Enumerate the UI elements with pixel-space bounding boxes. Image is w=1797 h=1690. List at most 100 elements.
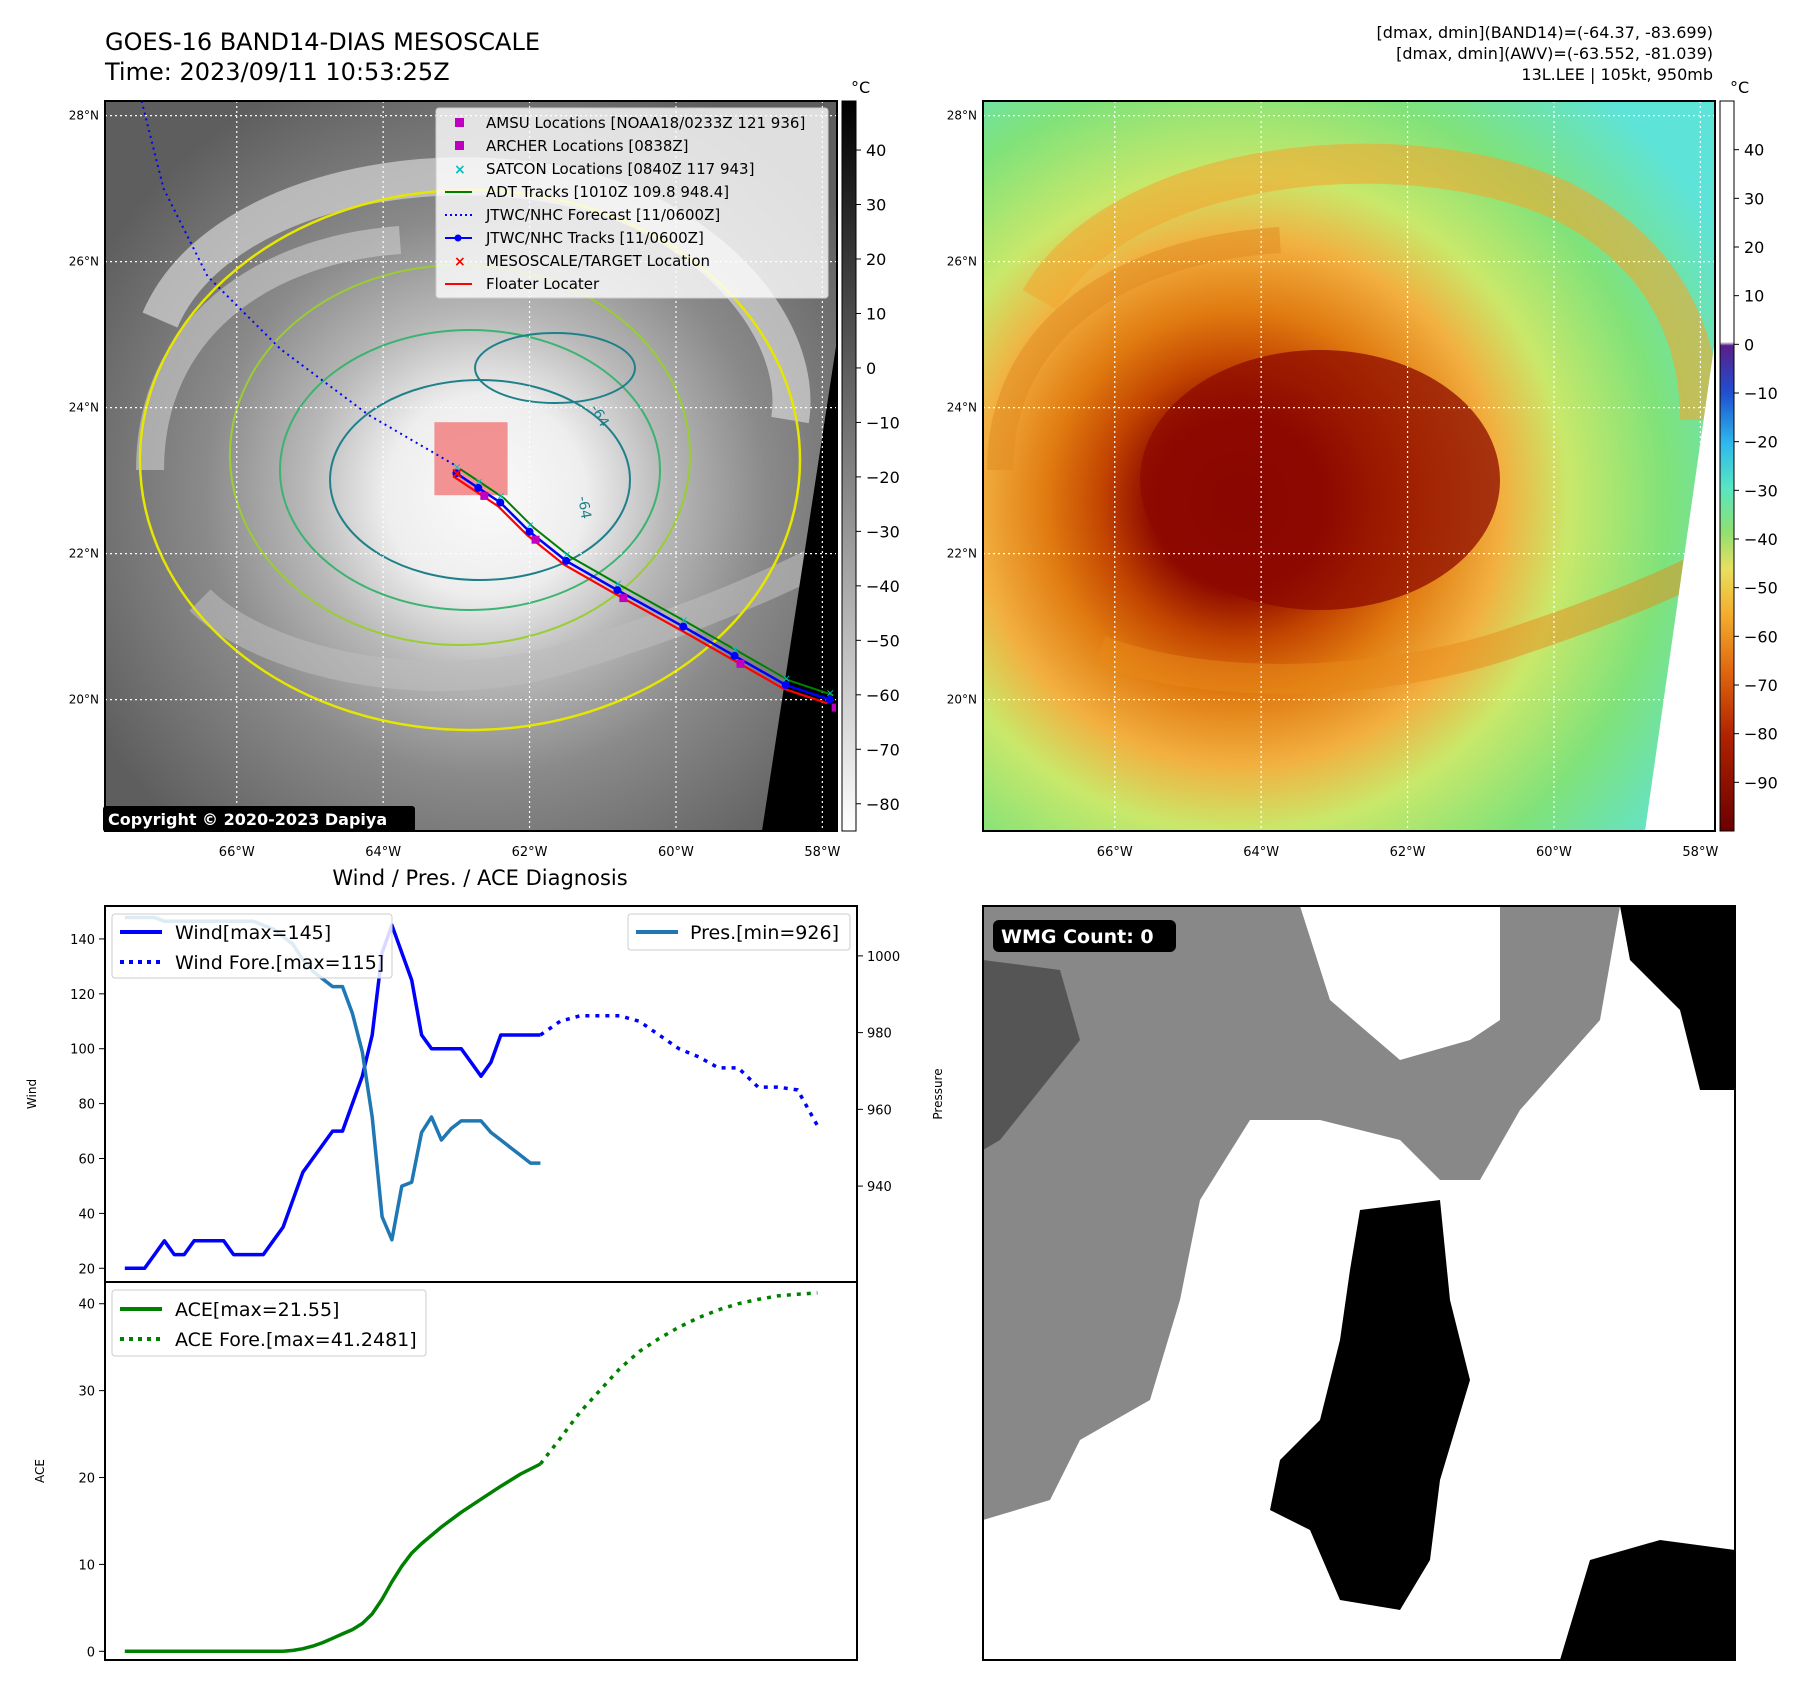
- ace-axis-label: ACE: [33, 1459, 47, 1483]
- wind-axis-label: Wind: [25, 1079, 39, 1109]
- map-legend: AMSU Locations [NOAA18/0233Z 121 936] ARC…: [435, 107, 829, 299]
- lat-tick-label: 24°N: [69, 401, 99, 415]
- no-data-wedge: [762, 340, 837, 831]
- legend-label-pres: Pres.[min=926]: [690, 922, 839, 944]
- colorbar-fill: [1719, 100, 1735, 832]
- lon-tick-label: 60°W: [658, 845, 694, 860]
- wmg-black-region: [1560, 1540, 1735, 1660]
- legend-label: SATCON Locations [0840Z 117 943]: [486, 160, 754, 178]
- lon-tick-label: 62°W: [1390, 845, 1426, 860]
- wmg-frame: [982, 905, 1736, 1661]
- upper-legend-left: Wind[max=145] Wind Fore.[max=115]: [111, 913, 393, 979]
- colorbar-tick-label: −10: [1744, 384, 1778, 403]
- wmg-black-region: [1270, 1200, 1470, 1610]
- colorbar-tick-label: −70: [1744, 676, 1778, 695]
- lat-tick-label: 20°N: [69, 693, 99, 707]
- wind-tick-label: 140: [70, 933, 95, 948]
- ace-tick-label: 0: [87, 1645, 95, 1660]
- lat-tick-label: 22°N: [947, 547, 977, 561]
- map-frame: [104, 100, 838, 832]
- wind-forecast-line: [539, 1014, 819, 1127]
- lat-tick-label: 28°N: [69, 109, 99, 123]
- upper-legend-right: Pres.[min=926]: [627, 913, 851, 951]
- contour-label: -64: [574, 495, 594, 520]
- wmg-dark-region: [983, 960, 1080, 1150]
- lon-tick-label: 58°W: [1682, 845, 1718, 860]
- wind-tick-label: 40: [78, 1207, 95, 1222]
- amsu-location-marker: [480, 491, 489, 500]
- legend-label-ace-fore: ACE Fore.[max=41.2481]: [175, 1329, 417, 1351]
- lon-tick-label: 64°W: [365, 845, 401, 860]
- stats-line1: [dmax, dmin](BAND14)=(-64.37, -83.699): [1377, 23, 1713, 42]
- colorbar-tick-label: 20: [1744, 238, 1764, 257]
- wmg-black-region: [1620, 906, 1735, 1090]
- best-track-point: [679, 622, 688, 631]
- lon-tick-label: 66°W: [1097, 845, 1133, 860]
- stats-line2: [dmax, dmin](AWV)=(-63.552, -81.039): [1396, 44, 1713, 63]
- legend-box: [111, 1289, 427, 1357]
- wind-line: [124, 923, 541, 1271]
- legend-swatch: [455, 118, 464, 127]
- satcon-location-marker: ×: [613, 577, 622, 590]
- lon-tick-label: 66°W: [219, 845, 255, 860]
- legend-label: Floater Locater: [486, 275, 600, 293]
- ace-tick-label: 40: [78, 1298, 95, 1313]
- amsu-location-marker: [831, 703, 837, 712]
- chart-title: Wind / Pres. / ACE Diagnosis: [332, 866, 627, 890]
- colorbar-tick-label: −80: [866, 795, 900, 814]
- colorbar-tick-label: −20: [866, 468, 900, 487]
- wmg-label-box: [993, 920, 1176, 952]
- colorbar-tick-label: −50: [1744, 579, 1778, 598]
- amsu-location-marker: [736, 659, 745, 668]
- legend-label: JTWC/NHC Forecast [11/0600Z]: [485, 206, 720, 224]
- best-track-point: [525, 527, 534, 536]
- best-track-point: [562, 556, 571, 565]
- adt-track: [459, 468, 834, 697]
- rain-band: [1022, 143, 1715, 421]
- chart-ticks: 20 40 60 80 100 120 140 940 960 980 1000 0 10 20 30 40: [70, 933, 900, 1660]
- wind-tick-label: 60: [78, 1152, 95, 1167]
- legend-swatch: ×: [454, 254, 466, 270]
- no-data-wedge: [1645, 340, 1715, 831]
- colorbar-tick-label: −60: [1744, 627, 1778, 646]
- satcon-location-marker: ×: [782, 672, 791, 685]
- legend-box: [435, 107, 829, 299]
- diagnosis-chart: Wind / Pres. / ACE Diagnosis Wind Pressu…: [25, 866, 945, 1661]
- lon-tick-label: 60°W: [1536, 845, 1572, 860]
- colorbar-tick-label: 0: [866, 359, 876, 378]
- pressure-axis-label: Pressure: [931, 1068, 945, 1119]
- best-track-point: [474, 483, 483, 492]
- color-colorbar: °C 40 30 20 10 0 −10 −20 −30 −40 −50 −60 −70 −80 −90: [1719, 78, 1778, 832]
- eyewall-core: [1140, 350, 1500, 610]
- rain-band: [1094, 546, 1715, 694]
- map-frame: [982, 100, 1716, 832]
- best-track-point: [452, 469, 461, 478]
- satcon-location-marker: ×: [496, 490, 505, 503]
- colorbar-tick-label: 10: [1744, 287, 1764, 306]
- legend-box: [627, 913, 851, 951]
- colorbar-tick-label: −40: [1744, 530, 1778, 549]
- target-location-marker: ×: [450, 463, 463, 482]
- satcon-location-marker: ×: [826, 687, 835, 700]
- figure-title-line2: Time: 2023/09/11 10:53:25Z: [104, 58, 450, 86]
- colorbar-tick-label: 40: [866, 141, 886, 160]
- lat-tick-label: 22°N: [69, 547, 99, 561]
- colorbar-tick-label: 30: [866, 196, 886, 215]
- colorbar-tick-label: −50: [866, 631, 900, 650]
- colorbar-tick-label: −20: [1744, 433, 1778, 452]
- legend-label: AMSU Locations [NOAA18/0233Z 121 936]: [486, 114, 805, 132]
- colorbar-tick-label: −70: [866, 740, 900, 759]
- lat-tick-label: 28°N: [947, 109, 977, 123]
- satcon-location-marker: ×: [526, 519, 535, 532]
- legend-label: ARCHER Locations [0838Z]: [486, 137, 689, 155]
- colorbar-tick-label: −30: [866, 522, 900, 541]
- legend-label: ADT Tracks [1010Z 109.8 948.4]: [486, 183, 729, 201]
- legend-label-ace: ACE[max=21.55]: [175, 1299, 339, 1321]
- colorbar-tick-label: 40: [1744, 141, 1764, 160]
- rain-band: [987, 227, 1281, 471]
- colorbar-tick-label: −90: [1744, 773, 1778, 792]
- figure-title-line1: GOES-16 BAND14-DIAS MESOSCALE: [105, 28, 540, 56]
- colorbar-tick-label: −30: [1744, 481, 1778, 500]
- colorbar-tick-label: 10: [866, 304, 886, 323]
- map-axis-labels: 66°W 64°W 62°W 60°W 58°W 28°N 26°N 24°N 22°N 20°N: [947, 109, 1719, 860]
